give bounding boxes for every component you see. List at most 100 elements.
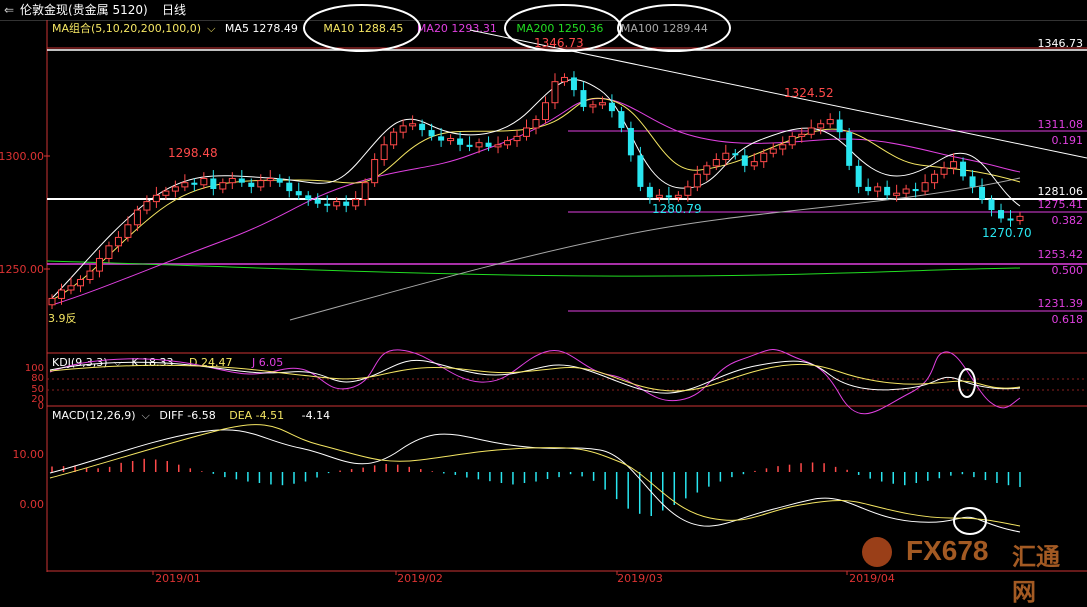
candle-body [760,152,768,163]
candle-body [580,90,587,107]
macd-diff-value: DIFF -6.58 [159,409,216,422]
candle-body [228,177,236,184]
candle-body [950,161,958,169]
candle-body [532,119,540,129]
title-bar: ⇐ 伦敦金现(贵金属 5120) 日线 [0,0,1087,21]
candle-body [637,155,644,187]
candle-body [988,199,995,211]
candle-body [846,132,853,166]
candle-body [162,190,170,196]
macd-dea-line [49,424,1021,527]
candle-body [608,102,615,112]
ma-group-label[interactable]: MA组合(5,10,20,200,100,0) [52,22,202,35]
candle-body [769,148,777,154]
macd-hist-value: -4.14 [301,409,331,422]
candle-body [191,182,198,185]
candle-body [248,182,255,187]
period-label[interactable]: 日线 [162,3,187,17]
candle-body [931,173,939,184]
candle-body [76,278,84,287]
ma10-value: MA10 1288.45 [323,22,404,35]
candle-body [560,76,568,83]
level-labels: 1346.73 1311.08 0.191 1281.06 1275.41 0.… [1038,37,1084,326]
candle-body [181,182,189,188]
candle-body [627,127,634,156]
level-label-0382-ratio: 0.382 [1052,214,1084,227]
candle-body [912,189,919,192]
candle-body [343,201,350,206]
candle-body [874,186,882,192]
candle-body [333,201,341,207]
candle-body [428,130,435,137]
candle-body [494,144,502,148]
level-label-0618-price: 1231.39 [1038,297,1084,310]
macd-tick-10: 10.00 [13,448,45,461]
candle-body [665,195,672,198]
level-label-support: 1281.06 [1038,185,1084,198]
candle-body [998,210,1005,219]
macd-tick-0: 0.00 [20,498,45,511]
candle-body [105,245,113,259]
kdj-j-value: J 6.05 [252,356,284,369]
watermark: FX678 汇通网 [862,533,1082,606]
price-chart[interactable]: 1300.00 1250.00 100 80 50 20 0 10.00 0.0… [0,0,1087,586]
candle-body [276,178,283,183]
circle-ma100 [617,4,731,52]
candle-body [67,285,75,291]
macd-dropdown-icon[interactable]: ⌵ [141,409,150,422]
candle-body [399,125,407,133]
candle-body [741,155,748,166]
candle-body [836,119,843,133]
candle-body [798,133,806,137]
kdj-label[interactable]: KDJ(9,3,3) [52,356,108,369]
ma100-line [289,177,1021,321]
candle-body [48,297,56,306]
ma100-value: MA100 1289.44 [620,22,708,35]
instrument-title[interactable]: 伦敦金现(贵金属 5120) [20,3,148,17]
annot-mid-high: 1324.52 [784,86,834,100]
candle-body [1016,215,1024,222]
kdj-tick-80: 80 [31,373,44,384]
level-label-0191-price: 1311.08 [1038,118,1084,131]
candle-body [655,194,663,198]
level-label-high: 1346.73 [1038,37,1084,50]
x-label-feb: 2019/02 [397,572,443,585]
candle-body [286,182,293,192]
kdj-j-line [49,349,1021,415]
candle-body [409,123,417,127]
candle-body [86,270,94,280]
x-axis-labels: 2019/01 2019/02 2019/03 2019/04 [155,572,895,585]
annot-high: 1346.73 [534,36,584,50]
ma10-line [51,97,1021,301]
candle-body [788,135,796,146]
candle-body [513,135,521,142]
candle-body [960,161,967,177]
candle-body [352,199,360,207]
candle-body [807,127,815,135]
candle-body [779,144,787,150]
watermark-logo-icon [862,537,892,567]
candle-body [295,191,302,196]
candle-body [598,102,606,106]
macd-label[interactable]: MACD(12,26,9) [52,409,136,422]
ma200-line [46,260,1021,277]
candle-body [419,123,426,131]
candle-body [712,159,720,167]
annot-corner: 3.9反 [48,312,77,325]
candle-body [826,119,834,125]
candle-body [210,178,217,189]
candle-body [750,161,758,167]
candle-body [57,289,65,299]
back-icon[interactable]: ⇐ [4,3,15,17]
x-label-apr: 2019/04 [849,572,895,585]
dropdown-icon[interactable]: ⌵ [207,22,216,35]
highlight-circles [303,4,987,535]
level-label-0191-ratio: 0.191 [1052,134,1084,147]
candle-body [114,236,122,247]
candle-body [371,159,379,184]
candle-body [438,136,445,141]
candle-body [219,182,227,190]
candle-body [361,182,369,201]
kdj-gridlines [47,378,1087,391]
candle-body [95,257,103,272]
